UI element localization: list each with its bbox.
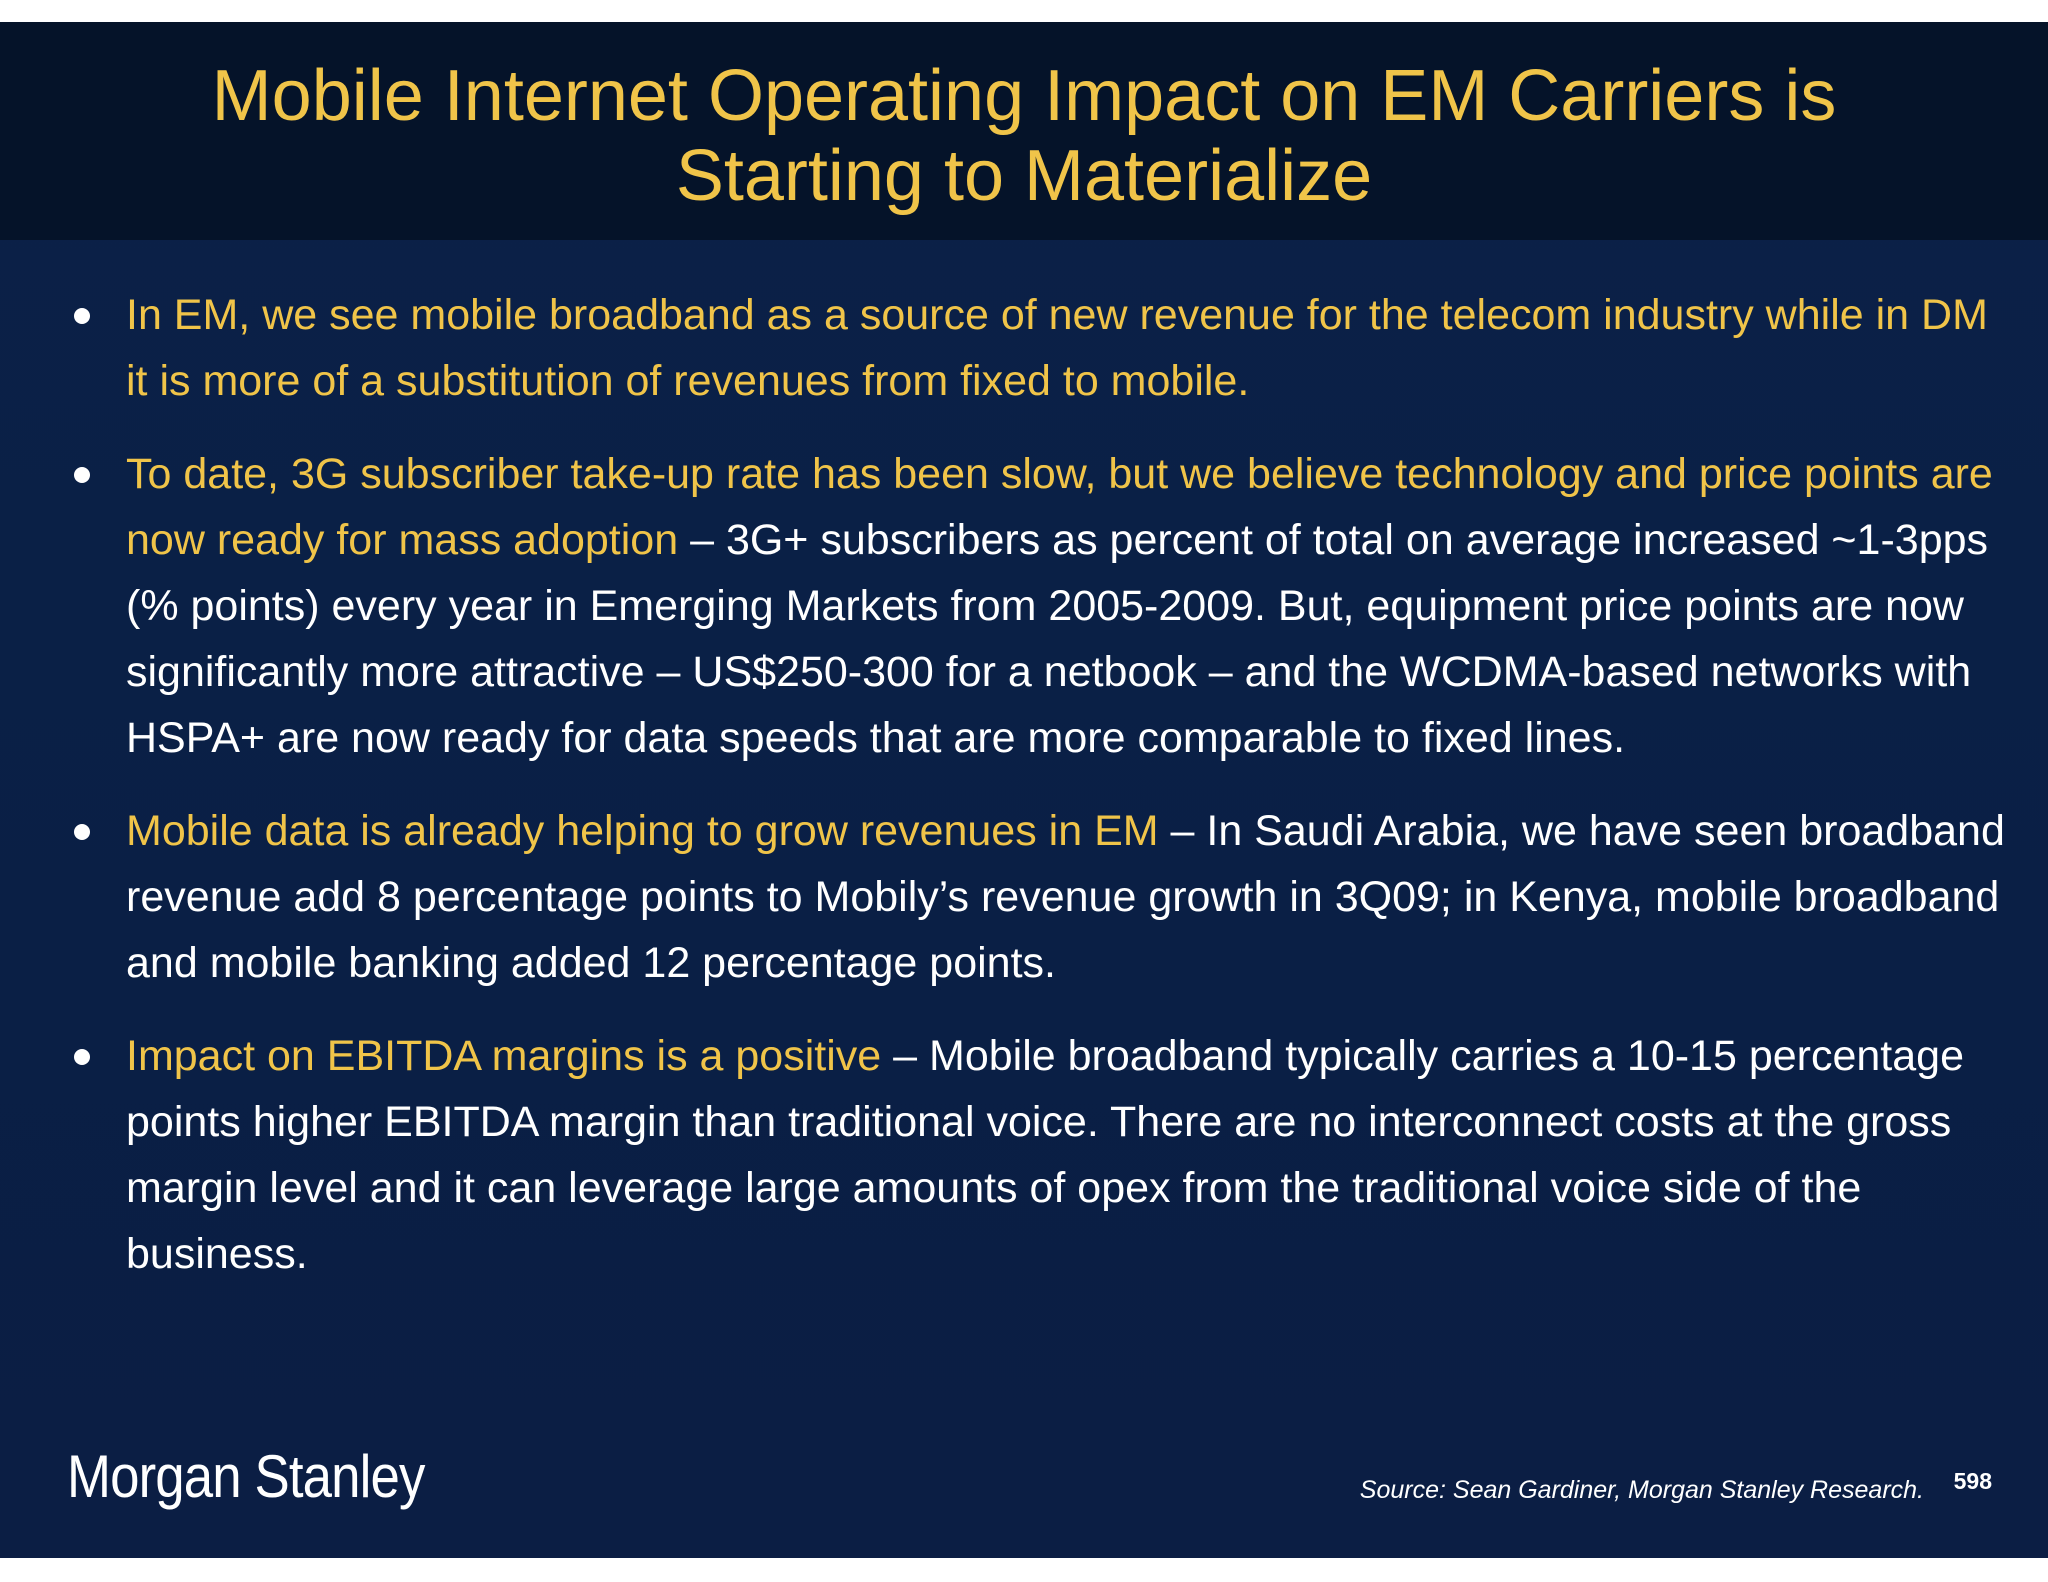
page-number: 598: [1953, 1468, 1992, 1494]
bullet-dot-icon: [74, 308, 90, 324]
bullet-list: In EM, we see mobile broadband as a sour…: [0, 282, 2048, 1314]
bullet-item-2: To date, 3G subscriber take-up rate has …: [0, 441, 2048, 771]
title-band: Mobile Internet Operating Impact on EM C…: [0, 22, 2048, 240]
morgan-stanley-logo: Morgan Stanley: [67, 1443, 425, 1510]
bullet-highlight: Mobile data is already helping to grow r…: [126, 807, 1159, 855]
slide: Mobile Internet Operating Impact on EM C…: [0, 22, 2048, 1558]
slide-title-line-1: Mobile Internet Operating Impact on EM C…: [211, 56, 1837, 136]
slide-title-line-2: Starting to Materialize: [675, 136, 1373, 216]
bullet-dot-icon: [74, 1049, 90, 1065]
bullet-body: – 3G+ subscribers as percent of total on…: [126, 516, 1989, 762]
bullet-dot-icon: [74, 467, 90, 483]
bullet-item-3: Mobile data is already helping to grow r…: [0, 798, 2048, 996]
bullet-dot-icon: [74, 824, 90, 840]
slide-title: Mobile Internet Operating Impact on EM C…: [80, 56, 1968, 216]
bullet-highlight: To date, 3G subscriber take-up rate has …: [126, 450, 1993, 564]
bullet-highlight: Impact on EBITDA margins is a positive: [126, 1032, 882, 1080]
bullet-item-4: Impact on EBITDA margins is a positive –…: [0, 1023, 2048, 1287]
bullet-item-1: In EM, we see mobile broadband as a sour…: [0, 282, 2048, 414]
bullet-body: – Mobile broadband typically carries a 1…: [126, 1032, 1964, 1278]
source-note: Source: Sean Gardiner, Morgan Stanley Re…: [1359, 1476, 1924, 1504]
bullet-body: – In Saudi Arabia, we have seen broadban…: [126, 807, 2005, 987]
bullet-highlight: In EM, we see mobile broadband as a sour…: [126, 291, 1988, 405]
